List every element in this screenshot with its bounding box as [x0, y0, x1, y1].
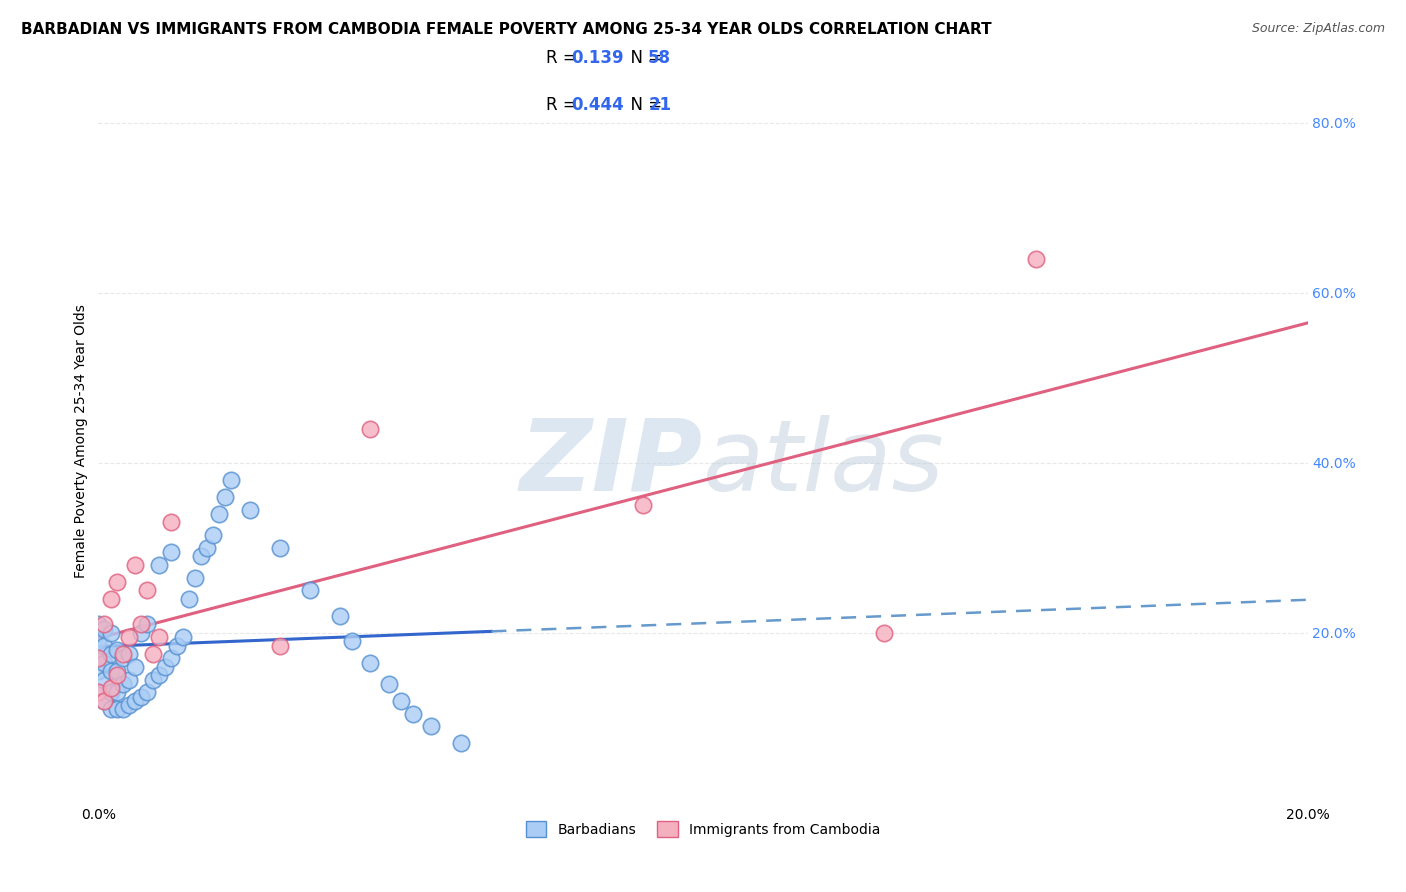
Point — [111, 651, 134, 665]
Text: R =: R = — [546, 49, 582, 67]
Point — [93, 694, 115, 708]
Point — [360, 422, 382, 436]
Point — [208, 507, 231, 521]
Point — [202, 528, 225, 542]
Point — [135, 617, 157, 632]
Point — [87, 685, 110, 699]
Point — [342, 634, 364, 648]
Point — [87, 634, 110, 648]
Text: N =: N = — [620, 49, 668, 67]
Point — [93, 656, 115, 670]
Point — [124, 660, 146, 674]
Point — [87, 651, 110, 665]
Point — [153, 660, 176, 674]
Point — [129, 625, 152, 640]
Point — [100, 625, 122, 640]
Point — [148, 630, 170, 644]
Point — [329, 608, 352, 623]
Point — [239, 502, 262, 516]
Legend: Barbadians, Immigrants from Cambodia: Barbadians, Immigrants from Cambodia — [520, 815, 886, 843]
Text: Source: ZipAtlas.com: Source: ZipAtlas.com — [1251, 22, 1385, 36]
Point — [100, 685, 122, 699]
Point — [299, 583, 322, 598]
Point — [269, 541, 291, 555]
Point — [111, 702, 134, 716]
Point — [124, 558, 146, 572]
Point — [166, 639, 188, 653]
Point — [118, 673, 141, 687]
Point — [100, 647, 122, 661]
Point — [1024, 252, 1046, 266]
Point — [105, 702, 128, 716]
Point — [105, 668, 128, 682]
Point — [148, 668, 170, 682]
Text: N =: N = — [620, 96, 668, 114]
Text: 0.444: 0.444 — [571, 96, 624, 114]
Point — [93, 617, 115, 632]
Point — [450, 736, 472, 750]
Point — [100, 591, 122, 606]
Point — [190, 549, 212, 564]
Point — [93, 639, 115, 653]
Point — [142, 647, 165, 661]
Point — [118, 630, 141, 644]
Text: 21: 21 — [648, 96, 671, 114]
Point — [873, 625, 896, 640]
Point — [111, 677, 134, 691]
Point — [148, 558, 170, 572]
Point — [87, 685, 110, 699]
Point — [377, 677, 399, 691]
Point — [389, 694, 412, 708]
Point — [179, 591, 201, 606]
Point — [160, 545, 183, 559]
Point — [129, 617, 152, 632]
Point — [221, 473, 243, 487]
Point — [124, 694, 146, 708]
Point — [118, 698, 141, 712]
Point — [172, 630, 194, 644]
Point — [631, 498, 654, 512]
Point — [87, 651, 110, 665]
Point — [93, 694, 115, 708]
Point — [420, 719, 443, 733]
Point — [142, 673, 165, 687]
Point — [105, 664, 128, 678]
Point — [135, 583, 157, 598]
Point — [87, 617, 110, 632]
Point — [360, 656, 382, 670]
Point — [214, 490, 236, 504]
Point — [160, 516, 183, 530]
Text: 58: 58 — [648, 49, 671, 67]
Point — [135, 685, 157, 699]
Point — [105, 574, 128, 589]
Point — [402, 706, 425, 721]
Text: ZIP: ZIP — [520, 415, 703, 512]
Text: BARBADIAN VS IMMIGRANTS FROM CAMBODIA FEMALE POVERTY AMONG 25-34 YEAR OLDS CORRE: BARBADIAN VS IMMIGRANTS FROM CAMBODIA FE… — [21, 22, 991, 37]
Point — [269, 639, 291, 653]
Point — [105, 685, 128, 699]
Point — [129, 690, 152, 704]
Point — [93, 673, 115, 687]
Y-axis label: Female Poverty Among 25-34 Year Olds: Female Poverty Among 25-34 Year Olds — [75, 304, 89, 579]
Point — [100, 702, 122, 716]
Point — [100, 664, 122, 678]
Text: atlas: atlas — [703, 415, 945, 512]
Point — [93, 622, 115, 636]
Point — [87, 664, 110, 678]
Text: 0.139: 0.139 — [571, 49, 623, 67]
Point — [100, 681, 122, 695]
Point — [160, 651, 183, 665]
Point — [184, 570, 207, 584]
Text: R =: R = — [546, 96, 582, 114]
Point — [195, 541, 218, 555]
Point — [118, 647, 141, 661]
Point — [111, 647, 134, 661]
Point — [105, 642, 128, 657]
